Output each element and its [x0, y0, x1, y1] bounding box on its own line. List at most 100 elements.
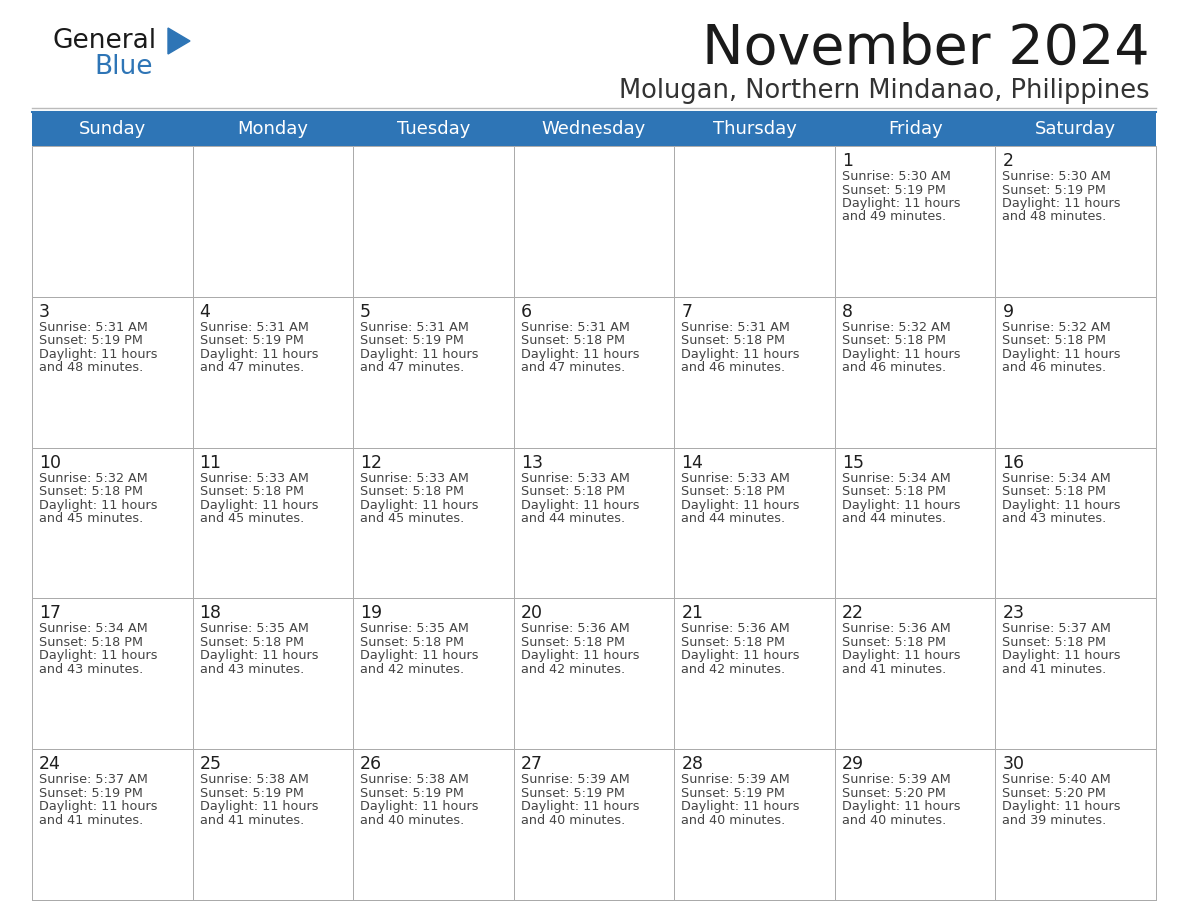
- Text: Sunset: 5:18 PM: Sunset: 5:18 PM: [681, 334, 785, 347]
- Text: Sunset: 5:18 PM: Sunset: 5:18 PM: [520, 334, 625, 347]
- Text: November 2024: November 2024: [702, 22, 1150, 76]
- Text: and 41 minutes.: and 41 minutes.: [1003, 663, 1107, 676]
- Text: 3: 3: [39, 303, 50, 320]
- Text: Sunrise: 5:33 AM: Sunrise: 5:33 AM: [681, 472, 790, 485]
- Text: General: General: [52, 28, 156, 54]
- Text: Daylight: 11 hours: Daylight: 11 hours: [520, 348, 639, 361]
- Text: Sunrise: 5:33 AM: Sunrise: 5:33 AM: [200, 472, 309, 485]
- Text: Sunset: 5:20 PM: Sunset: 5:20 PM: [842, 787, 946, 800]
- Text: Daylight: 11 hours: Daylight: 11 hours: [842, 800, 960, 813]
- Text: 17: 17: [39, 604, 61, 622]
- Bar: [996, 146, 1156, 297]
- Bar: [192, 146, 353, 297]
- Text: Sunset: 5:18 PM: Sunset: 5:18 PM: [39, 485, 143, 498]
- Bar: [32, 599, 192, 749]
- Text: 28: 28: [681, 756, 703, 773]
- Text: Daylight: 11 hours: Daylight: 11 hours: [681, 649, 800, 663]
- Text: 30: 30: [1003, 756, 1024, 773]
- Bar: [32, 297, 192, 448]
- Text: 7: 7: [681, 303, 693, 320]
- Bar: [513, 297, 675, 448]
- Bar: [996, 749, 1156, 900]
- Bar: [192, 448, 353, 599]
- Text: Sunset: 5:19 PM: Sunset: 5:19 PM: [360, 787, 465, 800]
- Text: and 45 minutes.: and 45 minutes.: [200, 512, 304, 525]
- Text: Sunrise: 5:38 AM: Sunrise: 5:38 AM: [360, 773, 469, 786]
- Text: Sunrise: 5:38 AM: Sunrise: 5:38 AM: [200, 773, 309, 786]
- Text: 9: 9: [1003, 303, 1013, 320]
- Text: 14: 14: [681, 453, 703, 472]
- Text: Sunrise: 5:31 AM: Sunrise: 5:31 AM: [681, 320, 790, 334]
- Bar: [835, 297, 996, 448]
- Text: Daylight: 11 hours: Daylight: 11 hours: [200, 649, 318, 663]
- Text: Sunrise: 5:36 AM: Sunrise: 5:36 AM: [681, 622, 790, 635]
- Text: and 41 minutes.: and 41 minutes.: [200, 813, 304, 827]
- Text: Sunset: 5:18 PM: Sunset: 5:18 PM: [200, 485, 304, 498]
- Text: 1: 1: [842, 152, 853, 170]
- Text: Sunset: 5:18 PM: Sunset: 5:18 PM: [1003, 334, 1106, 347]
- Text: 24: 24: [39, 756, 61, 773]
- Text: and 44 minutes.: and 44 minutes.: [681, 512, 785, 525]
- Text: Sunrise: 5:37 AM: Sunrise: 5:37 AM: [1003, 622, 1111, 635]
- Text: Sunrise: 5:32 AM: Sunrise: 5:32 AM: [1003, 320, 1111, 334]
- Text: Sunrise: 5:36 AM: Sunrise: 5:36 AM: [520, 622, 630, 635]
- Text: Wednesday: Wednesday: [542, 120, 646, 138]
- Text: 16: 16: [1003, 453, 1024, 472]
- Bar: [675, 146, 835, 297]
- Text: Sunrise: 5:35 AM: Sunrise: 5:35 AM: [360, 622, 469, 635]
- Text: Daylight: 11 hours: Daylight: 11 hours: [1003, 348, 1121, 361]
- Bar: [513, 749, 675, 900]
- Text: 11: 11: [200, 453, 222, 472]
- Bar: [996, 297, 1156, 448]
- Text: 19: 19: [360, 604, 383, 622]
- Text: 27: 27: [520, 756, 543, 773]
- Bar: [996, 448, 1156, 599]
- Text: Sunset: 5:18 PM: Sunset: 5:18 PM: [681, 485, 785, 498]
- Text: 13: 13: [520, 453, 543, 472]
- Bar: [353, 749, 513, 900]
- Bar: [675, 448, 835, 599]
- Text: Sunset: 5:18 PM: Sunset: 5:18 PM: [360, 485, 465, 498]
- Bar: [835, 599, 996, 749]
- Text: and 43 minutes.: and 43 minutes.: [39, 663, 144, 676]
- Text: Sunset: 5:18 PM: Sunset: 5:18 PM: [842, 334, 946, 347]
- Text: 2: 2: [1003, 152, 1013, 170]
- Text: and 42 minutes.: and 42 minutes.: [360, 663, 465, 676]
- Text: Sunrise: 5:30 AM: Sunrise: 5:30 AM: [1003, 170, 1111, 183]
- Text: and 44 minutes.: and 44 minutes.: [520, 512, 625, 525]
- Text: Sunset: 5:19 PM: Sunset: 5:19 PM: [681, 787, 785, 800]
- Bar: [675, 297, 835, 448]
- Text: Sunrise: 5:36 AM: Sunrise: 5:36 AM: [842, 622, 950, 635]
- Text: Sunset: 5:18 PM: Sunset: 5:18 PM: [520, 636, 625, 649]
- Bar: [513, 146, 675, 297]
- Text: Sunrise: 5:34 AM: Sunrise: 5:34 AM: [39, 622, 147, 635]
- Text: Sunrise: 5:34 AM: Sunrise: 5:34 AM: [842, 472, 950, 485]
- Text: Sunset: 5:19 PM: Sunset: 5:19 PM: [200, 334, 303, 347]
- Text: Sunrise: 5:32 AM: Sunrise: 5:32 AM: [842, 320, 950, 334]
- Text: 8: 8: [842, 303, 853, 320]
- Text: Sunset: 5:19 PM: Sunset: 5:19 PM: [200, 787, 303, 800]
- Text: Sunset: 5:18 PM: Sunset: 5:18 PM: [1003, 485, 1106, 498]
- Text: Daylight: 11 hours: Daylight: 11 hours: [360, 348, 479, 361]
- Text: Sunset: 5:18 PM: Sunset: 5:18 PM: [681, 636, 785, 649]
- Text: and 40 minutes.: and 40 minutes.: [842, 813, 946, 827]
- Text: Sunrise: 5:31 AM: Sunrise: 5:31 AM: [39, 320, 147, 334]
- Bar: [835, 448, 996, 599]
- Text: Daylight: 11 hours: Daylight: 11 hours: [200, 800, 318, 813]
- Bar: [32, 448, 192, 599]
- Bar: [513, 448, 675, 599]
- Text: Sunrise: 5:33 AM: Sunrise: 5:33 AM: [520, 472, 630, 485]
- Bar: [32, 146, 192, 297]
- Text: Daylight: 11 hours: Daylight: 11 hours: [681, 800, 800, 813]
- Text: 21: 21: [681, 604, 703, 622]
- Text: Sunrise: 5:39 AM: Sunrise: 5:39 AM: [842, 773, 950, 786]
- Text: Daylight: 11 hours: Daylight: 11 hours: [1003, 197, 1121, 210]
- Text: Sunset: 5:19 PM: Sunset: 5:19 PM: [1003, 184, 1106, 196]
- Bar: [353, 599, 513, 749]
- Text: Sunset: 5:19 PM: Sunset: 5:19 PM: [842, 184, 946, 196]
- Bar: [513, 599, 675, 749]
- Text: Blue: Blue: [94, 54, 152, 80]
- Bar: [675, 599, 835, 749]
- Text: Sunset: 5:18 PM: Sunset: 5:18 PM: [842, 636, 946, 649]
- Text: Daylight: 11 hours: Daylight: 11 hours: [842, 197, 960, 210]
